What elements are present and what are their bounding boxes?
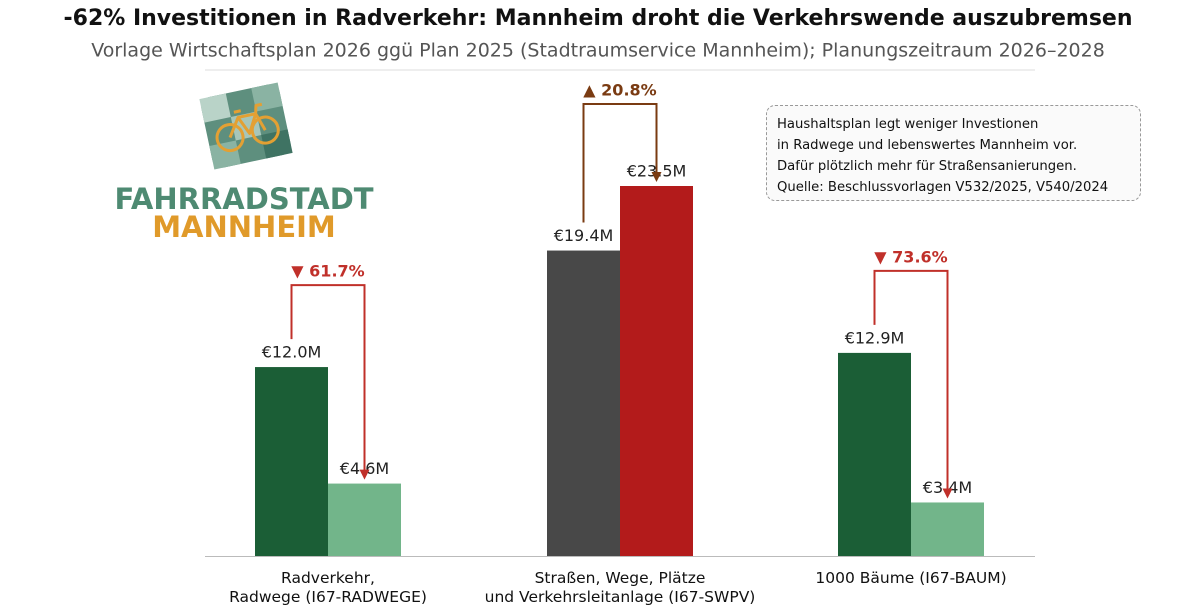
- change-bracket: [873, 269, 949, 495]
- change-bracket: [290, 284, 366, 476]
- chart-subtitle: Vorlage Wirtschaftsplan 2026 ggü Plan 20…: [91, 40, 1105, 62]
- change-label: ▼ 61.7%: [291, 262, 364, 281]
- x-tick-label: Radverkehr, Radwege (I67-RADWEGE): [229, 569, 427, 606]
- arrow-head: [359, 469, 370, 480]
- x-tick-label: Straßen, Wege, Plätze und Verkehrsleitan…: [484, 569, 756, 606]
- note-line: in Radwege und lebenswertes Mannheim vor…: [777, 138, 1078, 153]
- arrow-head: [942, 488, 953, 499]
- note-line: Quelle: Beschlussvorlagen V532/2025, V54…: [777, 180, 1109, 195]
- value-label: €12.0M: [262, 343, 322, 362]
- value-label: €12.9M: [845, 328, 905, 347]
- value-label: €19.4M: [554, 226, 614, 245]
- arrow-head: [651, 172, 662, 182]
- note-line: Haushaltsplan legt weniger Investionen: [777, 117, 1039, 132]
- bar: [838, 352, 911, 556]
- note-line: Dafür plötzlich mehr für Straßensanierun…: [777, 159, 1077, 174]
- note-box: Haushaltsplan legt weniger Investionen in…: [766, 105, 1141, 201]
- change-label: ▲ 20.8%: [583, 81, 656, 100]
- bar: [620, 186, 693, 556]
- chart-title: -62% Investitionen in Radverkehr: Mannhe…: [64, 6, 1133, 31]
- change-label: ▼ 73.6%: [874, 247, 947, 266]
- bar: [328, 483, 401, 556]
- bar: [911, 502, 984, 556]
- logo-icon: [199, 82, 293, 170]
- bar: [255, 367, 328, 556]
- logo-text: MANNHEIM: [152, 210, 336, 244]
- x-tick-label: 1000 Bäume (I67-BAUM): [815, 569, 1007, 587]
- change-bracket: [582, 103, 658, 223]
- bar: [547, 250, 620, 556]
- logo-text: FAHRRADSTADT: [114, 182, 373, 216]
